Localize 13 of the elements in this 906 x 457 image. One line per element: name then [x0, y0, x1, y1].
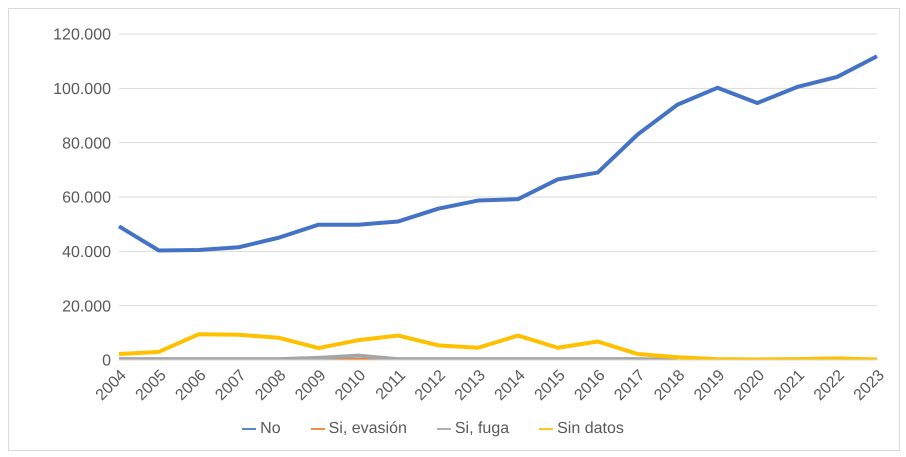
y-tick-label: 0: [102, 352, 112, 370]
y-tick-label: 80.000: [62, 135, 112, 152]
legend-label: Si, fuga: [454, 420, 510, 437]
y-tick-label: 60.000: [62, 190, 112, 207]
y-tick-label: 100.000: [53, 81, 112, 98]
legend-label: No: [260, 420, 281, 437]
line-series: [117, 332, 879, 360]
y-tick-label: 40.000: [62, 244, 112, 262]
legend-label: Sin datos: [557, 420, 624, 437]
line-series: [117, 54, 879, 253]
y-tick-label: 20.000: [62, 298, 112, 316]
y-tick-label: 120.000: [53, 26, 112, 44]
legend-label: Si, evasión: [328, 420, 407, 437]
